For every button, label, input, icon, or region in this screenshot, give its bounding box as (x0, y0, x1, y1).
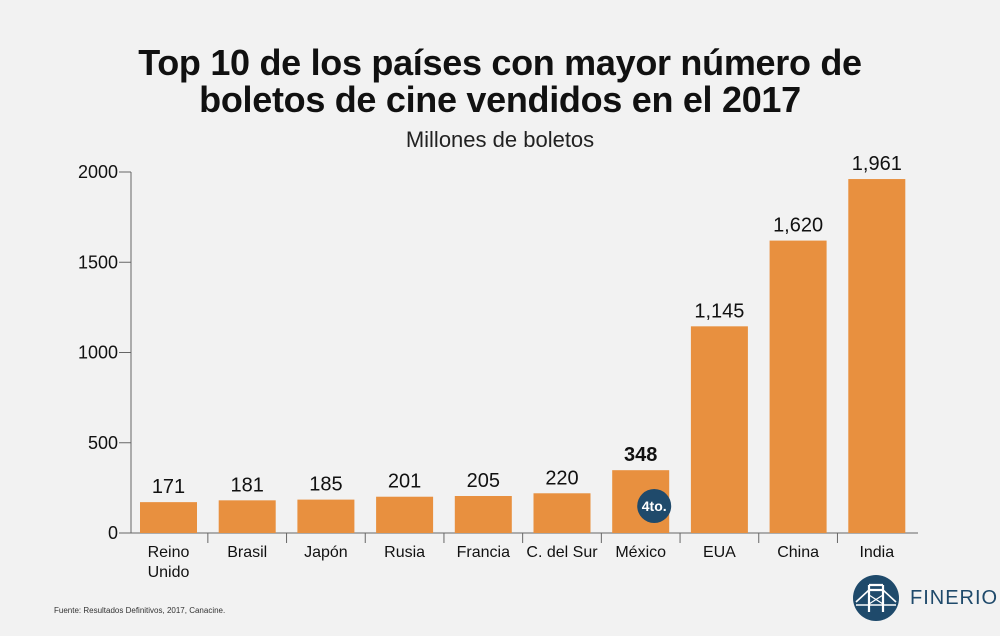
y-tick-label: 1000 (78, 343, 118, 363)
source-note: Fuente: Resultados Definitivos, 2017, Ca… (54, 606, 226, 615)
y-tick-label: 1500 (78, 252, 118, 272)
y-tick-label: 0 (108, 523, 118, 543)
chart-title-line-1: Top 10 de los países con mayor número de (138, 42, 862, 83)
x-category-label: Unido (148, 564, 190, 581)
bar-value-label: 205 (467, 470, 500, 492)
bar (454, 495, 512, 533)
x-category-label: Reino (148, 544, 190, 561)
bar (690, 326, 748, 533)
bar (297, 499, 355, 533)
bar-chart: 0 500 1000 1500 2000 171 Reino Unido 181 Brasil 18… (78, 153, 918, 581)
bar (140, 502, 197, 533)
bar-value-label: 348 (624, 444, 657, 466)
x-category-label: Francia (457, 544, 510, 561)
chart-title-line-2: boletos de cine vendidos en el 2017 (199, 79, 801, 120)
bar (848, 179, 906, 534)
bar (376, 496, 434, 533)
x-category-label: Rusia (384, 544, 425, 561)
rank-badge-label: 4to. (642, 498, 667, 514)
chart-title: Top 10 de los países con mayor número de… (0, 44, 1000, 118)
bar-value-label: 1,620 (773, 215, 823, 237)
bar (769, 240, 827, 533)
y-tick-label: 500 (88, 433, 118, 453)
bar-value-label: 1,145 (694, 300, 744, 322)
bar-value-label: 181 (231, 474, 264, 496)
x-category-label: México (615, 544, 666, 561)
x-category-label: China (777, 544, 819, 561)
bar-value-label: 201 (388, 471, 421, 493)
bar-value-label: 171 (152, 476, 185, 498)
x-category-label: Japón (304, 544, 348, 561)
bar (533, 493, 591, 533)
chart-subtitle: Millones de boletos (405, 127, 595, 152)
brand-name: FINERIO (910, 586, 999, 609)
bar-value-label: 220 (545, 467, 578, 489)
bar (218, 500, 276, 533)
x-category-label: EUA (703, 544, 736, 561)
rank-badge (637, 489, 672, 523)
x-category-label: C. del Sur (526, 544, 598, 561)
bar-value-label: 185 (309, 474, 342, 496)
x-category-label: Brasil (227, 544, 267, 561)
bar-value-label: 1,961 (852, 153, 902, 175)
brand: FINERIO (852, 574, 998, 622)
bridge-logo-icon (853, 575, 899, 621)
y-tick-label: 2000 (78, 162, 118, 182)
x-category-label: India (859, 544, 894, 561)
